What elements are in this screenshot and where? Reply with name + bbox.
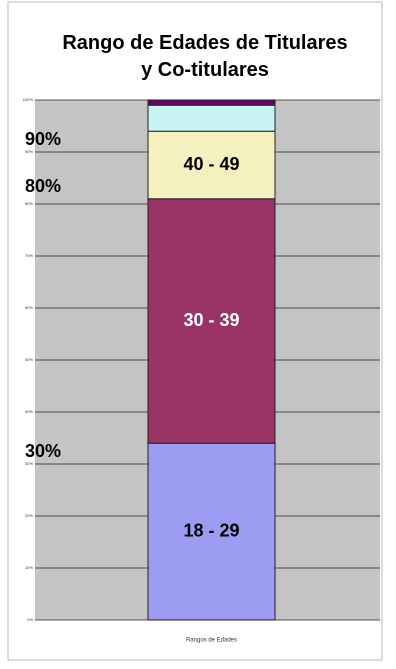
x-tick-label: Rangos de Edades [186, 638, 237, 644]
segment-label: 30 - 39 [183, 310, 239, 330]
y-tick-label: 40% [25, 409, 33, 414]
y-tick-label: 30% [25, 461, 33, 466]
annotation: 30% [25, 441, 61, 461]
bar-segment [147, 442, 276, 621]
y-tick-label: 100% [23, 97, 34, 102]
y-tick-label: 50% [25, 357, 33, 362]
y-tick-label: 80% [25, 201, 33, 206]
annotation: 90% [25, 129, 61, 149]
annotation: 80% [25, 176, 61, 196]
y-tick-label: 60% [25, 305, 33, 310]
y-tick-label: 20% [25, 513, 33, 518]
segment-label: 18 - 29 [183, 520, 239, 540]
bar-segment [147, 198, 276, 444]
bar-segment [147, 104, 276, 132]
y-tick-label: 70% [25, 253, 33, 258]
y-tick-label: 0% [27, 617, 33, 622]
bar-segment [147, 99, 276, 106]
chart-title: Rango de Edades de Titulares y Co-titula… [62, 32, 348, 81]
frame [7, 1, 383, 661]
y-tick-label: 90% [25, 149, 33, 154]
segment-label: 40 - 49 [183, 154, 239, 174]
y-tick-label: 10% [25, 565, 33, 570]
bar-segment [147, 130, 276, 200]
